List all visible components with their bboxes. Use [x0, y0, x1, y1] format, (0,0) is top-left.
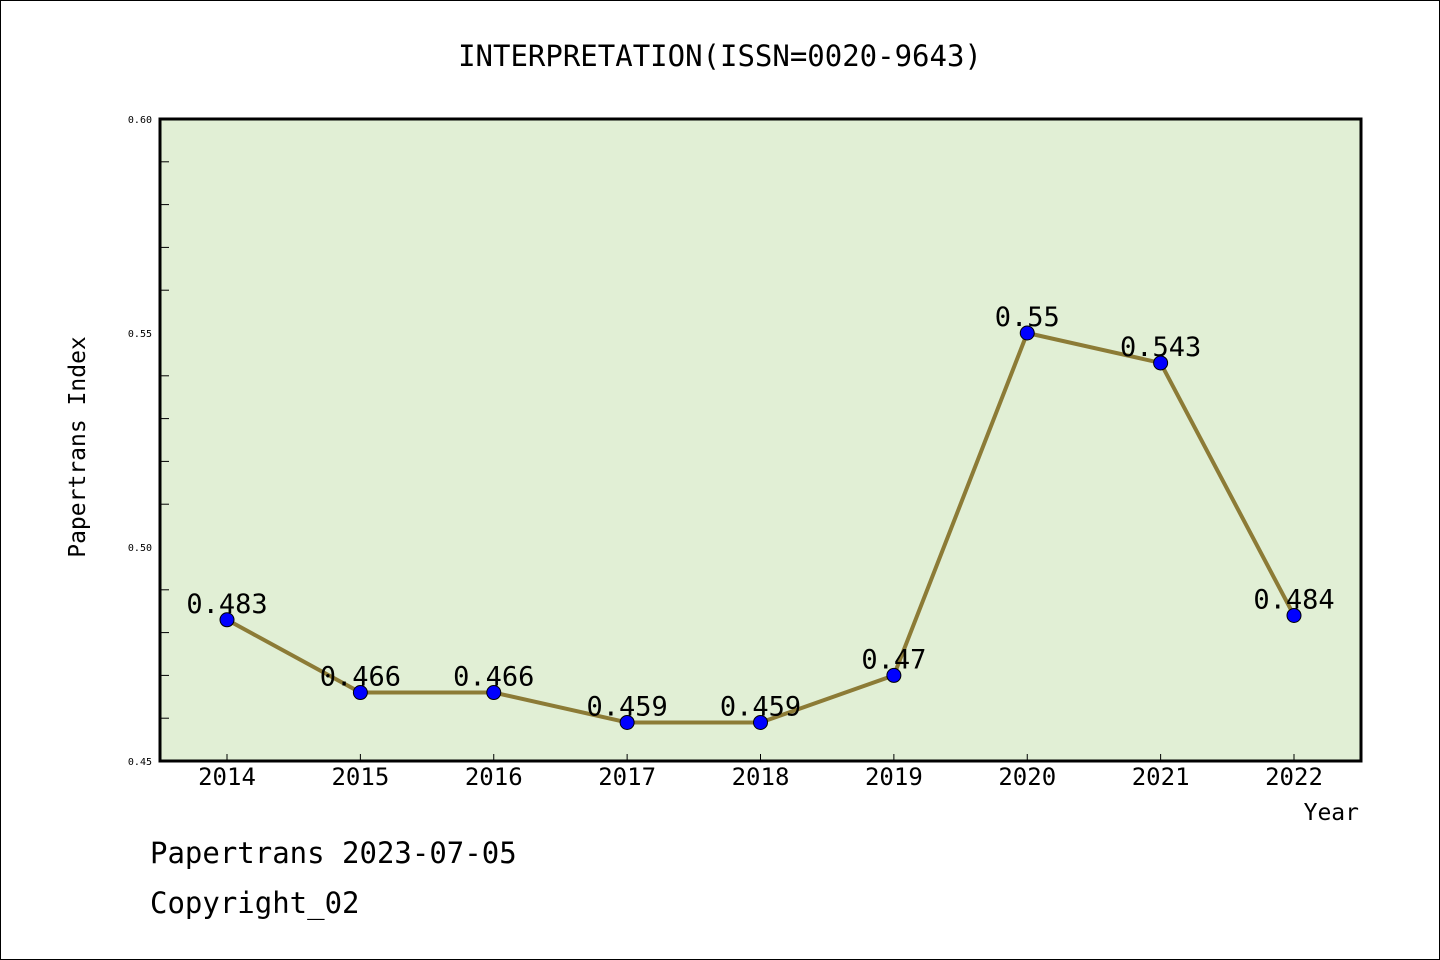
x-tick-label: 2019 — [865, 763, 923, 791]
data-point — [1286, 607, 1302, 623]
data-point — [1153, 355, 1169, 371]
x-tick-label: 2022 — [1265, 763, 1323, 791]
data-point — [886, 667, 902, 683]
data-label: 0.459 — [586, 691, 667, 722]
y-tick-label: 0.55 — [128, 329, 152, 340]
x-tick-label: 2015 — [331, 763, 389, 791]
x-tick-label: 2014 — [198, 763, 256, 791]
data-label: 0.466 — [453, 662, 534, 693]
x-tick-label: 2018 — [732, 763, 790, 791]
y-axis-label: Papertrans Index — [65, 336, 91, 558]
data-point — [219, 612, 235, 628]
data-point — [619, 714, 635, 730]
data-point — [753, 714, 768, 730]
data-label: 0.459 — [720, 691, 801, 722]
data-label: 0.47 — [861, 644, 926, 675]
x-tick-label: 2017 — [598, 763, 656, 791]
data-point — [486, 685, 502, 701]
data-label: 0.543 — [1120, 332, 1201, 363]
data-point — [352, 685, 368, 701]
plot-border — [158, 117, 1363, 763]
data-label: 0.484 — [1253, 584, 1334, 615]
x-tick-label: 2021 — [1132, 763, 1190, 791]
footer-date: Papertrans 2023-07-05 — [150, 836, 517, 870]
data-point — [1019, 325, 1035, 341]
x-axis-label: Year — [1304, 800, 1359, 826]
data-label: 0.483 — [186, 589, 267, 620]
x-tick-label: 2020 — [998, 763, 1056, 791]
y-tick-label: 0.45 — [128, 757, 152, 768]
data-label: 0.466 — [320, 662, 401, 693]
plot-area — [160, 119, 1361, 761]
x-tick-label: 2016 — [465, 763, 523, 791]
footer-copyright: Copyright_02 — [150, 886, 360, 920]
y-tick-label: 0.50 — [128, 543, 152, 554]
data-label: 0.55 — [995, 302, 1060, 333]
chart-title: INTERPRETATION(ISSN=0020-9643) — [458, 39, 982, 73]
y-tick-label: 0.60 — [128, 115, 152, 126]
